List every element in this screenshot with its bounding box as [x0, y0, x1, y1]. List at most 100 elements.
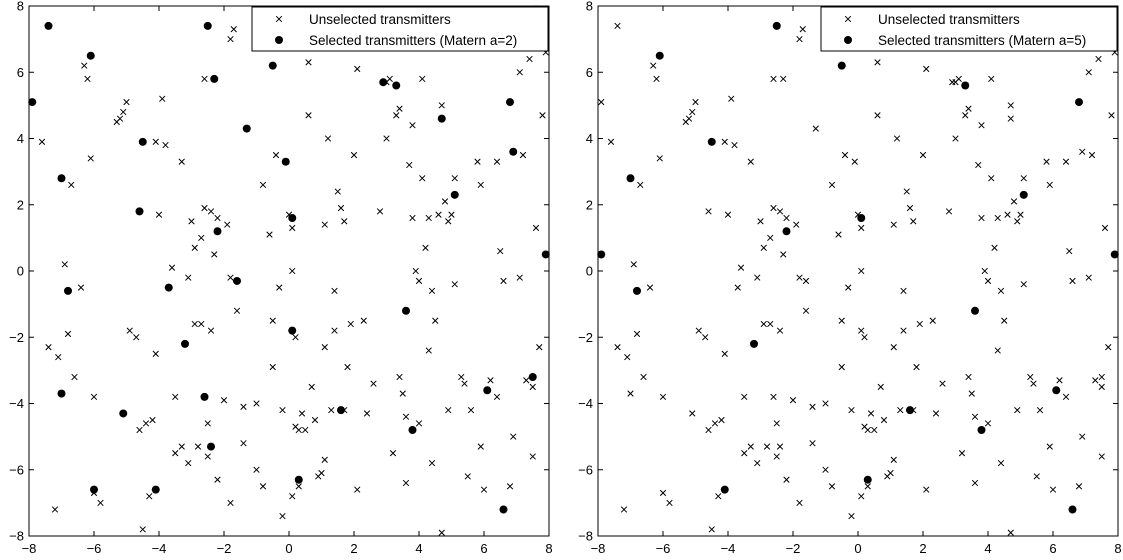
unselected-point: [864, 426, 871, 434]
unselected-point: [822, 400, 829, 407]
unselected-point: [493, 393, 501, 401]
unselected-point: [874, 59, 881, 66]
unselected-point: [120, 108, 127, 116]
unselected-point: [877, 383, 884, 391]
unselected-point: [607, 138, 615, 145]
selected-point: [392, 81, 401, 90]
unselected-point: [441, 198, 449, 205]
selected-point: [906, 406, 914, 415]
selected-point: [509, 147, 518, 156]
unselected-point: [159, 95, 166, 102]
unselected-point: [152, 350, 159, 357]
unselected-point: [802, 277, 810, 285]
unselected-point: [438, 529, 445, 536]
selected-point: [57, 174, 66, 183]
unselected-point: [305, 112, 312, 119]
unselected-point: [1066, 247, 1073, 255]
unselected-point: [227, 35, 234, 43]
unselected-point: [1007, 115, 1014, 122]
unselected-point: [1020, 281, 1027, 288]
selected-point: [138, 137, 147, 146]
unselected-point: [867, 410, 875, 417]
unselected-point: [910, 218, 917, 225]
unselected-point: [598, 98, 605, 106]
unselected-point: [149, 416, 156, 424]
unselected-point: [474, 158, 481, 165]
unselected-point: [991, 244, 998, 251]
unselected-point: [497, 247, 504, 255]
unselected-point: [409, 122, 416, 129]
unselected-point: [776, 443, 784, 450]
x-tick-label: −2: [217, 541, 232, 556]
unselected-point: [890, 221, 897, 228]
unselected-point: [1046, 443, 1053, 450]
unselected-point: [516, 69, 523, 76]
unselected-point: [841, 151, 849, 159]
x-tick-label: 0: [854, 541, 861, 556]
legend-dot-marker: [275, 36, 283, 44]
unselected-point: [211, 251, 218, 258]
unselected-point: [116, 115, 124, 122]
unselected-point: [142, 420, 150, 427]
x-tick-label: 2: [919, 541, 926, 556]
y-tick-label: 0: [17, 264, 24, 279]
unselected-point: [318, 469, 325, 477]
selected-point: [626, 174, 635, 183]
unselected-point: [711, 420, 719, 427]
unselected-point: [272, 151, 280, 159]
x-tick-label: 6: [1049, 541, 1056, 556]
selected-point: [977, 426, 986, 434]
y-tick-label: 4: [586, 131, 593, 146]
unselected-point: [419, 75, 426, 83]
x-tick-label: −6: [87, 541, 102, 556]
unselected-point: [620, 506, 628, 513]
unselected-point: [458, 373, 465, 381]
unselected-point: [997, 287, 1005, 295]
unselected-point: [919, 151, 927, 159]
unselected-point: [773, 453, 780, 460]
unselected-point: [185, 274, 192, 281]
unselected-point: [776, 208, 784, 215]
unselected-point: [230, 26, 237, 33]
selected-point: [750, 339, 758, 348]
selected-point: [119, 409, 128, 418]
unselected-point: [259, 181, 267, 189]
unselected-point: [45, 344, 52, 351]
unselected-point: [526, 55, 533, 63]
unselected-point: [406, 161, 413, 169]
selected-point: [720, 485, 729, 494]
unselected-point: [796, 35, 803, 43]
selected-point: [294, 475, 303, 484]
unselected-point: [637, 181, 644, 189]
unselected-point: [770, 204, 777, 212]
unselected-point: [1014, 218, 1021, 225]
y-tick-label: −6: [9, 462, 24, 477]
unselected-point: [929, 317, 936, 324]
legend-box: [820, 6, 1118, 52]
y-tick-label: −8: [9, 529, 24, 544]
unselected-point: [412, 267, 419, 275]
unselected-point: [133, 334, 140, 341]
unselected-point: [971, 413, 979, 420]
unselected-point: [1108, 112, 1115, 119]
unselected-point: [477, 443, 484, 450]
unselected-point: [890, 456, 897, 463]
unselected-point: [71, 373, 78, 381]
selected-point: [268, 61, 277, 70]
unselected-point: [425, 214, 432, 222]
unselected-point: [721, 138, 728, 145]
unselected-point: [760, 244, 767, 251]
unselected-point: [1062, 158, 1070, 165]
unselected-point: [1049, 486, 1057, 493]
unselected-point: [659, 489, 667, 497]
unselected-point: [162, 141, 169, 149]
unselected-point: [321, 344, 328, 351]
unselected-point: [1020, 175, 1027, 182]
unselected-point: [500, 277, 507, 285]
unselected-point: [984, 420, 992, 427]
unselected-point: [614, 344, 621, 351]
unselected-point: [900, 287, 907, 295]
unselected-point: [1105, 344, 1112, 351]
unselected-point: [354, 486, 361, 493]
unselected-point: [519, 151, 527, 159]
